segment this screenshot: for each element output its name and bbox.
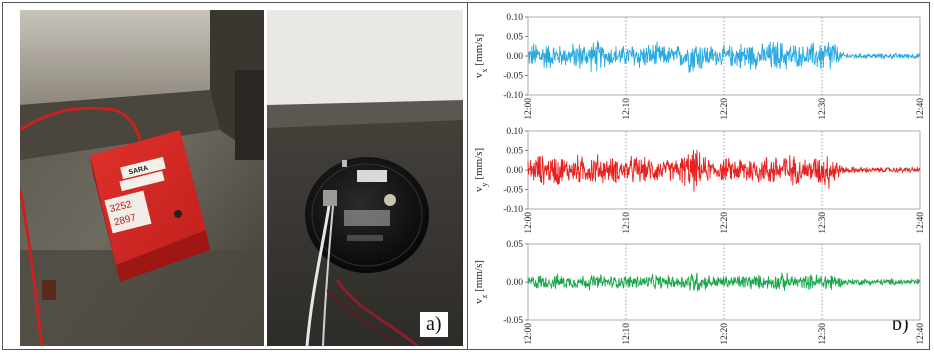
xtick-label-vy-1: 12:10 — [622, 212, 632, 234]
ytick-label-vy-2: 0.00 — [506, 166, 523, 176]
xtick-label-vx-0: 12:00 — [524, 98, 534, 120]
ytick-label-vx-0: 0.10 — [506, 13, 523, 23]
xtick-label-vz-0: 12:00 — [524, 323, 534, 345]
ylabel-vx: vx [mm/s] — [473, 34, 489, 78]
xtick-label-vz-2: 12:20 — [720, 323, 730, 345]
ylabel-main-vx: v — [473, 72, 485, 78]
ytick-label-vx-4: -0.10 — [503, 91, 523, 101]
ytick-label-vy-1: 0.05 — [506, 147, 523, 157]
xtick-label-vz-1: 12:10 — [622, 323, 632, 345]
ytick-label-vx-2: 0.00 — [506, 52, 523, 62]
xtick-label-vx-4: 12:40 — [916, 98, 926, 120]
xtick-label-vy-3: 12:30 — [818, 212, 828, 234]
ytick-label-vx-3: -0.05 — [503, 72, 523, 82]
sticker-label: SARA — [128, 165, 149, 177]
ylabel-vy: vy [mm/s] — [473, 148, 489, 192]
ytick-label-vz-2: -0.05 — [503, 316, 523, 326]
xtick-label-vx-1: 12:10 — [622, 98, 632, 120]
photo-black-geophone — [267, 10, 463, 346]
xtick-label-vy-2: 12:20 — [720, 212, 730, 234]
ylabel-sub-vx: x — [480, 69, 489, 73]
ytick-label-vz-0: 0.05 — [506, 240, 523, 250]
panel-a-label: a) — [420, 312, 448, 337]
ylabel-sub-vz: z — [480, 294, 489, 298]
series-line-vx — [527, 40, 921, 73]
ylabel-unit-vz: [mm/s] — [473, 260, 485, 292]
box-note-1: 3252 — [109, 199, 134, 215]
series-line-vy — [527, 149, 921, 192]
figure-frame — [2, 2, 930, 350]
series-line-vz — [527, 272, 921, 292]
ytick-label-vx-1: 0.05 — [506, 33, 523, 43]
ylabel-sub-vy: y — [480, 183, 489, 187]
ylabel-main-vy: v — [473, 186, 485, 192]
xtick-label-vz-4: 12:40 — [916, 323, 926, 345]
panel-divider — [467, 2, 468, 350]
ylabel-main-vz: v — [473, 298, 485, 304]
ytick-label-vy-4: -0.10 — [503, 205, 523, 215]
ylabel-unit-vx: [mm/s] — [473, 34, 485, 66]
photo-red-sensor-box: SARA 3252 2897 — [20, 10, 264, 346]
ytick-label-vy-3: -0.05 — [503, 186, 523, 196]
xtick-label-vz-3: 12:30 — [818, 323, 828, 345]
xtick-label-vx-3: 12:30 — [818, 98, 828, 120]
ytick-label-vy-0: 0.10 — [506, 127, 523, 137]
xtick-label-vy-0: 12:00 — [524, 212, 534, 234]
ytick-label-vz-1: 0.00 — [506, 278, 523, 288]
xtick-label-vy-4: 12:40 — [916, 212, 926, 234]
ylabel-vz: vz [mm/s] — [473, 260, 489, 304]
ylabel-unit-vy: [mm/s] — [473, 148, 485, 180]
box-note-2: 2897 — [113, 212, 138, 228]
xtick-label-vx-2: 12:20 — [720, 98, 730, 120]
